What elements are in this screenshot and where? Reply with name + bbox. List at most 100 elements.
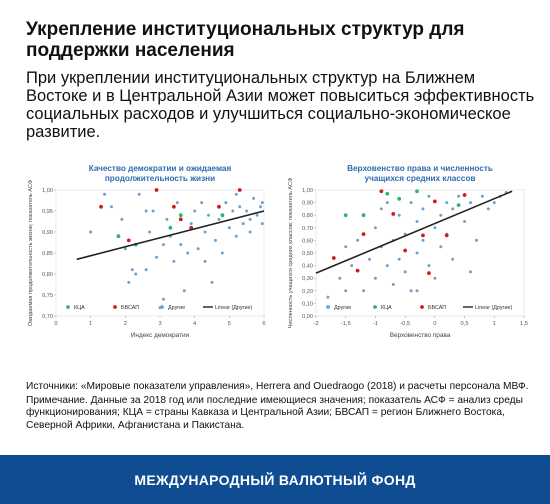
x-tick-label: 1 bbox=[89, 321, 92, 327]
y-tick-label: 0,50 bbox=[302, 251, 313, 257]
scatter-point bbox=[103, 192, 107, 196]
scatter-point bbox=[168, 225, 173, 230]
scatter-point bbox=[213, 238, 217, 242]
scatter-point bbox=[260, 201, 264, 205]
scatter-point bbox=[421, 238, 425, 242]
scatter-point bbox=[154, 188, 159, 192]
scatter-point bbox=[189, 222, 193, 226]
y-tick-label: 0,40 bbox=[302, 264, 313, 270]
legend-label: БВСАП bbox=[121, 305, 139, 311]
x-tick-label: 4 bbox=[193, 321, 197, 327]
scatter-point bbox=[203, 259, 207, 263]
scatter-point bbox=[445, 201, 449, 205]
scatter-point bbox=[99, 204, 103, 209]
y-tick-label: 0,10 bbox=[302, 301, 313, 307]
scatter-point bbox=[255, 213, 259, 217]
legend-swatch bbox=[160, 305, 164, 309]
scatter-point bbox=[385, 264, 389, 268]
scatter-point bbox=[127, 280, 131, 284]
scatter-point bbox=[415, 251, 419, 255]
footer-bar: МЕЖДУНАРОДНЫЙ ВАЛЮТНЫЙ ФОНД bbox=[0, 455, 550, 504]
scatter-point bbox=[224, 201, 228, 205]
scatter-point bbox=[207, 213, 211, 217]
scatter-point bbox=[379, 189, 384, 194]
scatter-point bbox=[444, 233, 449, 238]
trend-line bbox=[76, 210, 265, 261]
scatter-point bbox=[248, 230, 252, 234]
scatter-point bbox=[356, 238, 360, 242]
scatter-point bbox=[220, 213, 225, 218]
chart-title-line: Верховенство права и численность bbox=[347, 164, 493, 173]
scatter-point bbox=[432, 199, 437, 204]
scatter-point bbox=[362, 289, 366, 293]
scatter-point bbox=[397, 196, 402, 201]
x-tick-label: -1,5 bbox=[341, 321, 351, 327]
scatter-point bbox=[234, 234, 238, 238]
y-tick-label: 1,00 bbox=[42, 188, 53, 194]
scatter-point bbox=[120, 217, 124, 221]
scatter-point bbox=[227, 226, 231, 230]
scatter-point bbox=[203, 230, 207, 234]
scatter-point bbox=[421, 207, 425, 211]
scatter-point bbox=[165, 217, 169, 221]
scatter-point bbox=[260, 222, 264, 226]
scatter-point bbox=[326, 295, 330, 299]
scatter-point bbox=[217, 217, 221, 221]
x-tick-label: -1 bbox=[373, 321, 378, 327]
x-tick-label: 2 bbox=[124, 321, 127, 327]
scatter-point bbox=[241, 222, 245, 226]
legend-label: БВСАП bbox=[428, 305, 446, 311]
scatter-point bbox=[469, 270, 473, 274]
scatter-point bbox=[456, 203, 461, 208]
y-tick-label: 0,00 bbox=[302, 314, 313, 320]
x-tick-label: 6 bbox=[262, 321, 265, 327]
y-tick-label: 0,95 bbox=[42, 209, 53, 215]
scatter-point bbox=[178, 217, 183, 222]
legend-swatch bbox=[66, 305, 70, 309]
scatter-point bbox=[109, 205, 113, 209]
y-tick-label: 0,70 bbox=[42, 314, 53, 320]
scatter-point bbox=[338, 276, 342, 280]
scatter-point bbox=[245, 209, 249, 213]
explanatory-note: Примечание. Данные за 2018 год или после… bbox=[26, 394, 523, 431]
scatter-point bbox=[155, 255, 159, 259]
legend-label: Linear (Другие) bbox=[215, 305, 253, 311]
x-tick-label: -2 bbox=[313, 321, 318, 327]
scatter-point bbox=[238, 205, 242, 209]
scatter-point bbox=[182, 289, 186, 293]
y-axis-label: Ожидаемая продолжительность жизни; показ… bbox=[28, 180, 34, 327]
scatter-point bbox=[397, 257, 401, 261]
scatter-point bbox=[259, 205, 263, 209]
scatter-point bbox=[361, 213, 366, 218]
chart-rule-of-law-enrollment: Верховенство права и численность учащихся… bbox=[282, 160, 532, 370]
scatter-point bbox=[237, 188, 242, 192]
scatter-point bbox=[186, 251, 190, 255]
chart-svg: Качество демократии и ожидаемаяпродолжит… bbox=[28, 164, 266, 339]
y-tick-label: 0,90 bbox=[302, 201, 313, 207]
scatter-point bbox=[433, 276, 437, 280]
y-tick-label: 0,75 bbox=[42, 293, 53, 299]
scatter-point bbox=[175, 201, 179, 205]
y-tick-label: 0,80 bbox=[42, 272, 53, 278]
scatter-point bbox=[421, 233, 425, 238]
chart-democracy-life-expectancy: Качество демократии и ожидаемая продолжит… bbox=[22, 160, 272, 370]
scatter-point bbox=[200, 201, 204, 205]
legend-label: КЦА bbox=[74, 305, 85, 311]
scatter-point bbox=[217, 204, 221, 209]
chart-svg: Верховенство права и численностьучащихся… bbox=[288, 164, 528, 339]
scatter-point bbox=[480, 194, 484, 198]
scatter-point bbox=[427, 194, 431, 198]
x-tick-label: 0 bbox=[433, 321, 436, 327]
x-tick-label: 0 bbox=[54, 321, 57, 327]
scatter-point bbox=[415, 289, 419, 293]
legend-label: Linear (Другие) bbox=[475, 305, 513, 311]
x-tick-label: 0,5 bbox=[461, 321, 469, 327]
scatter-point bbox=[492, 201, 496, 205]
scatter-point bbox=[474, 238, 478, 242]
legend-swatch bbox=[373, 305, 377, 309]
scatter-point bbox=[403, 248, 408, 253]
scatter-point bbox=[171, 204, 176, 209]
legend-label: Другие bbox=[168, 305, 185, 311]
scatter-point bbox=[463, 220, 467, 223]
scatter-point bbox=[161, 243, 165, 247]
